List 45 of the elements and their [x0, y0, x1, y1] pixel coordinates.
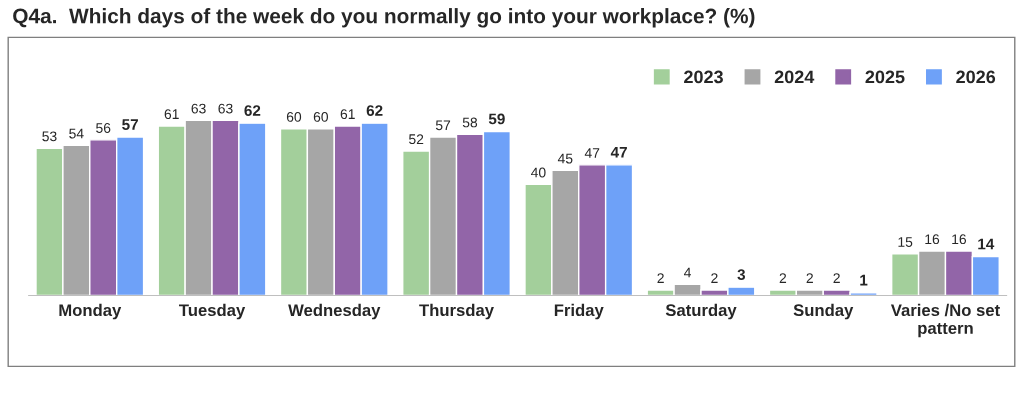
data-label: 62 — [366, 105, 383, 116]
data-label: 53 — [42, 131, 57, 142]
x-tick-label: Thursday — [419, 303, 494, 320]
data-label: 40 — [531, 167, 546, 178]
data-label: 57 — [435, 120, 451, 131]
data-label: 63 — [218, 103, 233, 114]
data-label: 45 — [557, 153, 573, 164]
data-label: 47 — [610, 147, 627, 158]
data-label: 57 — [122, 119, 138, 130]
data-label: 16 — [925, 234, 940, 245]
data-label: 16 — [952, 234, 967, 245]
data-label: 61 — [340, 109, 355, 120]
data-label: 61 — [164, 109, 179, 120]
data-label: 2 — [711, 273, 718, 283]
x-tick-label: Tuesday — [179, 303, 246, 320]
data-label: 60 — [313, 111, 329, 122]
data-label: 14 — [978, 238, 995, 250]
x-tick-label: Friday — [554, 303, 604, 320]
data-label: 2 — [806, 273, 813, 283]
data-label: 63 — [191, 103, 206, 114]
x-tick-label: Varies /No set pattern — [890, 303, 1000, 338]
data-label: 59 — [488, 113, 505, 125]
data-label: 2 — [657, 273, 664, 283]
data-label: 3 — [737, 269, 746, 280]
data-label: 2 — [833, 273, 840, 283]
chart-title: Q4a. Which days of the week do you normally go into your workplace? (%) — [13, 8, 755, 28]
data-label: 58 — [462, 117, 478, 128]
data-label: 2 — [779, 273, 787, 283]
x-tick-label: Wednesday — [288, 303, 381, 320]
x-tick-label: Sunday — [793, 303, 854, 320]
data-label: 54 — [69, 128, 84, 139]
data-label: 52 — [409, 134, 424, 145]
data-label: 4 — [684, 267, 691, 278]
data-label: 62 — [244, 105, 261, 116]
data-label: 47 — [584, 148, 600, 158]
legend-label: 2025 — [865, 70, 905, 84]
legend-label: 2024 — [774, 70, 815, 84]
x-tick-label: Saturday — [665, 303, 737, 320]
legend-label: 2026 — [956, 70, 996, 84]
legend-label: 2023 — [684, 70, 723, 84]
data-label: 15 — [898, 237, 913, 247]
data-label: 1 — [860, 274, 868, 286]
data-label: 56 — [96, 123, 111, 133]
x-tick-label: Monday — [59, 303, 122, 320]
data-label: 60 — [286, 111, 302, 122]
